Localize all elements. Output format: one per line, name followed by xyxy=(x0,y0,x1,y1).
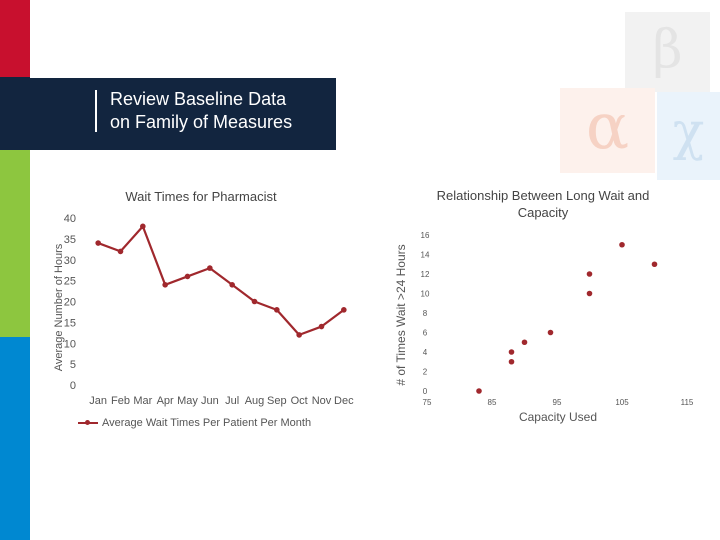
line-chart-point xyxy=(95,240,101,246)
line-chart-x-tick-label: Oct xyxy=(291,395,308,407)
scatter-chart-y-tick-label: 8 xyxy=(423,309,428,318)
line-chart-y-tick-label: 20 xyxy=(64,297,76,309)
scatter-chart-point xyxy=(547,329,554,336)
line-chart-x-tick-label: Aug xyxy=(245,395,265,407)
line-chart-point xyxy=(117,248,124,255)
line-chart-point xyxy=(251,298,258,305)
line-chart-y-tick-label: 10 xyxy=(64,338,76,350)
line-chart-point xyxy=(318,323,325,330)
scatter-chart-point xyxy=(476,388,482,394)
scatter-chart-y-tick-label: 6 xyxy=(423,329,428,338)
accent-stripe-red xyxy=(0,0,30,77)
scatter-chart-point xyxy=(619,241,625,248)
scatter-chart-x-tick-label: 105 xyxy=(615,398,629,407)
line-chart-series-line xyxy=(97,225,345,336)
scatter-chart-point xyxy=(651,261,658,268)
block-chi-glyph: χ xyxy=(672,102,705,162)
scatter-chart-y-tick-label: 10 xyxy=(421,290,430,299)
scatter-chart-x-tick-label: 95 xyxy=(553,398,562,407)
scatter-chart-point xyxy=(508,358,515,365)
title-accent-bar xyxy=(95,90,97,132)
line-chart-y-tick-label: 5 xyxy=(70,359,76,371)
block-alpha: α xyxy=(560,88,655,173)
line-chart-y-tick-label: 25 xyxy=(64,276,76,288)
title-band: Review Baseline Data on Family of Measur… xyxy=(30,78,336,150)
scatter-chart: Relationship Between Long Wait and Capaci… xyxy=(394,188,694,424)
scatter-chart-y-tick-label: 4 xyxy=(423,348,428,357)
line-chart-point xyxy=(341,307,347,313)
scatter-chart-x-tick-label: 85 xyxy=(488,398,497,407)
line-chart-point xyxy=(162,282,168,288)
line-chart-title: Wait Times for Pharmacist xyxy=(125,189,277,204)
line-chart-point xyxy=(184,273,191,280)
line-chart-x-tick-label: Feb xyxy=(111,395,130,407)
accent-stripe-blue xyxy=(0,337,30,540)
slide-title: Review Baseline Data on Family of Measur… xyxy=(110,89,293,132)
line-chart-point xyxy=(207,265,213,271)
legend-label: Average Wait Times Per Patient Per Month xyxy=(102,417,312,429)
line-chart-y-tick-label: 15 xyxy=(64,317,76,329)
line-chart-y-tick-label: 40 xyxy=(64,213,76,225)
line-chart-x-tick-label: Nov xyxy=(312,395,332,407)
line-chart-x-tick-label: Apr xyxy=(157,395,174,407)
alphabet-blocks-decoration: β α χ xyxy=(545,0,720,190)
line-chart-point xyxy=(296,332,302,338)
line-chart-x-tick-label: Mar xyxy=(133,395,152,407)
line-chart-x-tick-label: Sep xyxy=(267,395,287,407)
line-chart-y-tick-label: 35 xyxy=(64,234,76,246)
accent-stripe-green xyxy=(0,150,30,337)
line-chart-y-tick-label: 30 xyxy=(64,255,76,267)
line-chart-y-axis-label: Average Number of Hours xyxy=(53,243,65,371)
line-chart-x-tick-label: Dec xyxy=(334,395,354,407)
accent-stripe-navy xyxy=(0,77,30,150)
line-chart-legend: Average Wait Times Per Patient Per Month xyxy=(78,414,311,432)
scatter-chart-point xyxy=(586,290,593,297)
scatter-chart-y-axis-label: # of Times Wait >24 Hours xyxy=(394,244,408,385)
scatter-chart-y-tick-label: 12 xyxy=(421,270,430,279)
line-chart-x-tick-label: Jan xyxy=(89,395,107,407)
line-chart-x-tick-label: May xyxy=(177,395,198,407)
block-beta: β xyxy=(625,12,710,92)
scatter-chart-y-tick-label: 14 xyxy=(421,251,430,260)
scatter-chart-y-tick-label: 2 xyxy=(423,368,428,377)
scatter-chart-x-tick-label: 75 xyxy=(423,398,432,407)
scatter-chart-y-tick-label: 0 xyxy=(423,387,428,396)
line-chart-y-tick-label: 0 xyxy=(70,380,76,392)
scatter-chart-point xyxy=(586,271,593,277)
line-chart-point xyxy=(140,223,146,230)
line-chart: Wait Times for Pharmacist Average Number … xyxy=(53,189,354,407)
scatter-chart-title: Relationship Between Long Wait and Capaci… xyxy=(437,188,650,220)
scatter-chart-x-axis-label: Capacity Used xyxy=(519,410,597,424)
scatter-chart-point xyxy=(508,349,515,355)
legend-swatch xyxy=(78,420,98,425)
block-alpha-glyph: α xyxy=(585,90,630,164)
scatter-chart-point xyxy=(521,339,528,346)
line-chart-point xyxy=(229,282,235,288)
block-beta-glyph: β xyxy=(652,20,683,80)
block-chi: χ xyxy=(657,92,720,180)
line-chart-x-tick-label: Jul xyxy=(225,395,239,407)
scatter-chart-y-tick-label: 16 xyxy=(421,231,430,240)
line-chart-x-tick-label: Jun xyxy=(201,395,219,407)
line-chart-point xyxy=(274,307,280,313)
scatter-chart-x-tick-label: 115 xyxy=(681,398,694,407)
